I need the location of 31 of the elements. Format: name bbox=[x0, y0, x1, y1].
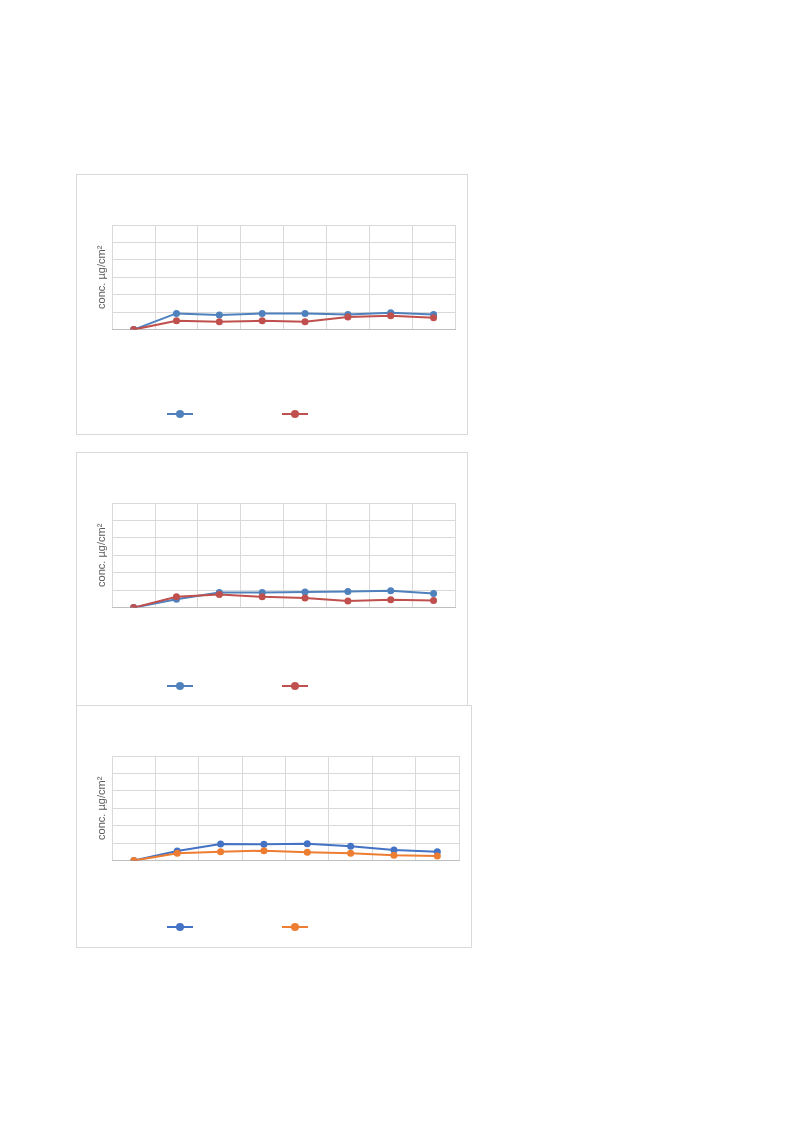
point bbox=[303, 848, 311, 856]
point bbox=[433, 852, 441, 860]
point bbox=[344, 597, 352, 605]
point bbox=[387, 596, 395, 604]
point bbox=[303, 840, 311, 848]
point bbox=[430, 597, 438, 605]
point bbox=[301, 588, 309, 596]
point bbox=[258, 317, 266, 325]
y-axis-title: conc. µg/cm² bbox=[94, 245, 107, 309]
point bbox=[344, 587, 352, 595]
point bbox=[215, 318, 223, 326]
point bbox=[347, 849, 355, 857]
point bbox=[347, 842, 355, 850]
point bbox=[260, 840, 268, 848]
point bbox=[172, 309, 180, 317]
point bbox=[258, 593, 266, 601]
point bbox=[430, 589, 438, 597]
point bbox=[172, 317, 180, 325]
y-axis-title: conc. µg/cm² bbox=[94, 776, 107, 840]
y-axis-title: conc. µg/cm² bbox=[94, 523, 107, 587]
point bbox=[217, 848, 225, 856]
point bbox=[215, 311, 223, 319]
point bbox=[258, 310, 266, 318]
point bbox=[301, 318, 309, 326]
point bbox=[260, 847, 268, 855]
point bbox=[301, 594, 309, 602]
point bbox=[430, 314, 438, 322]
point bbox=[301, 310, 309, 318]
point bbox=[217, 840, 225, 848]
point bbox=[387, 587, 395, 595]
point bbox=[390, 851, 398, 859]
